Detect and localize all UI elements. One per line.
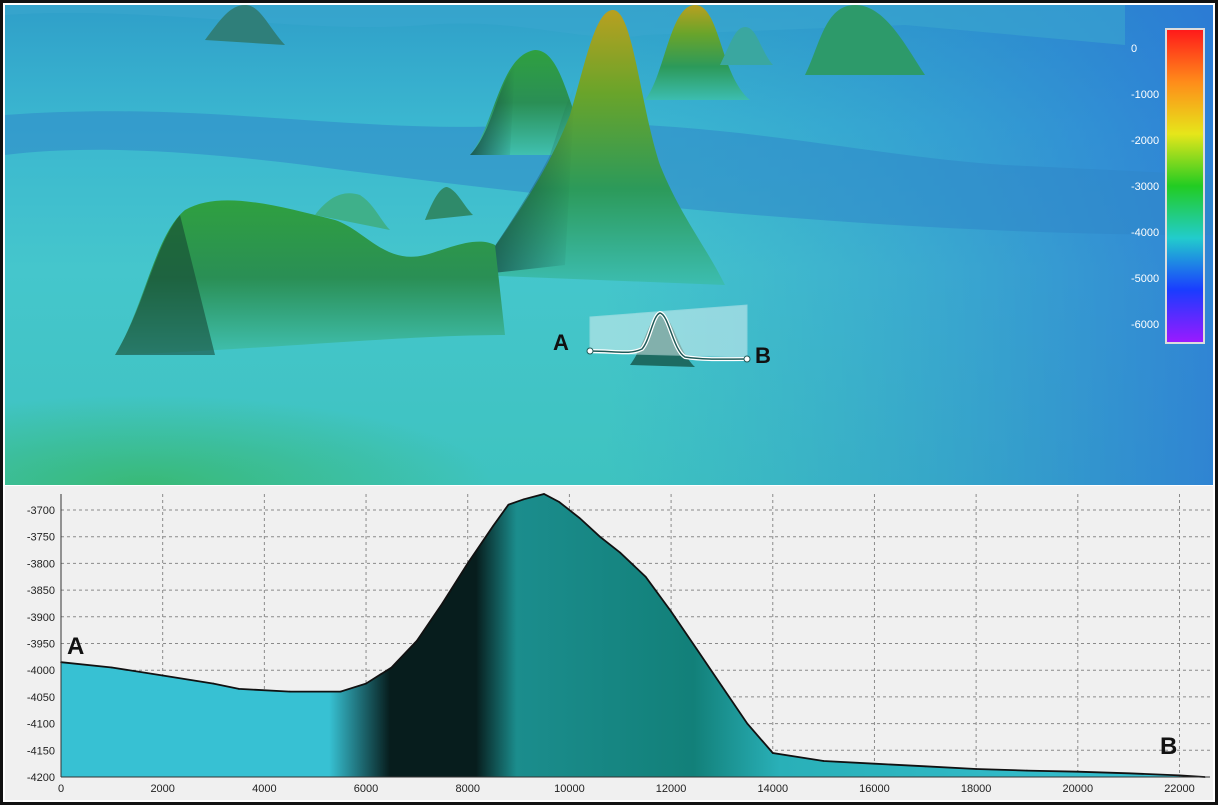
left-ridge — [115, 200, 505, 355]
x-tick-label: 0 — [58, 783, 64, 795]
profile-end-point — [743, 355, 751, 363]
profile-data-point — [771, 752, 774, 754]
y-tick-label: -3700 — [27, 505, 55, 517]
profile-data-point — [365, 682, 367, 685]
y-tick-label: -3900 — [27, 612, 55, 624]
y-tick-label: -3750 — [27, 532, 55, 544]
profile-data-point — [212, 682, 215, 685]
profile-data-point — [695, 648, 698, 650]
colorbar-tick-label: 0 — [1131, 43, 1137, 55]
profile-data-point — [507, 503, 510, 506]
marker-a-label: A — [553, 330, 569, 355]
y-axis-ticks: -3700 -3750 -3800 -3850 -3900 -3950 -4000 -4050… — [27, 505, 55, 784]
x-tick-label: 18000 — [961, 783, 992, 795]
annotation-a: A — [67, 633, 84, 660]
profile-data-point — [721, 685, 723, 688]
colorbar-tick-label: -2000 — [1131, 135, 1159, 147]
y-tick-label: -4150 — [27, 745, 55, 757]
profile-data-points — [60, 493, 1206, 778]
x-tick-label: 4000 — [252, 783, 276, 795]
colorbar-tick-label: -5000 — [1131, 273, 1159, 285]
x-tick-label: 22000 — [1164, 783, 1195, 795]
ridge-bump-2 — [425, 187, 473, 220]
profile-data-point — [1127, 772, 1130, 775]
x-tick-label: 6000 — [354, 783, 378, 795]
profile-data-point — [522, 498, 525, 501]
depth-colorbar — [1167, 30, 1203, 342]
x-axis-ticks: 0 2000 4000 6000 8000 10000 12000 14000 16000 180… — [58, 783, 1195, 795]
profile-data-point — [416, 640, 418, 642]
profile-data-point — [924, 765, 927, 768]
x-tick-label: 10000 — [554, 783, 585, 795]
y-tick-label: -4200 — [27, 772, 55, 784]
profile-data-point — [822, 760, 825, 762]
profile-data-point — [873, 762, 876, 765]
colorbar-tick-label: -1000 — [1131, 89, 1159, 101]
profile-data-point — [578, 517, 581, 519]
x-tick-label: 2000 — [150, 783, 174, 795]
profile-data-point — [1077, 770, 1079, 773]
profile-data-point — [975, 768, 977, 770]
profile-data-point — [161, 674, 164, 677]
distant-seamount-1 — [645, 5, 750, 100]
y-tick-label: -4100 — [27, 719, 55, 731]
y-tick-label: -4050 — [27, 692, 55, 704]
distant-seamount-4 — [205, 5, 285, 45]
depth-profile-chart: 0 2000 4000 6000 8000 10000 12000 14000 16000 180… — [5, 486, 1213, 800]
x-tick-label: 8000 — [455, 783, 479, 795]
x-tick-label: 14000 — [757, 783, 788, 795]
profile-data-point — [558, 501, 561, 503]
y-tick-label: -3800 — [27, 558, 55, 570]
x-tick-label: 12000 — [656, 783, 687, 795]
colorbar-tick-label: -3000 — [1131, 181, 1159, 193]
profile-data-point — [339, 690, 342, 693]
main-seamount-shadow — [475, 85, 575, 275]
profile-data-point — [441, 602, 444, 605]
y-tick-label: -3950 — [27, 639, 55, 651]
x-tick-label: 16000 — [859, 783, 890, 795]
profile-data-point — [466, 562, 469, 565]
profile-data-point — [1026, 769, 1028, 772]
profile-data-point — [238, 688, 240, 690]
profile-start-point — [586, 347, 594, 355]
profile-data-point — [543, 493, 545, 495]
y-tick-label: -4000 — [27, 665, 55, 677]
colorbar-tick-label: -4000 — [1131, 227, 1159, 239]
x-tick-label: 20000 — [1063, 783, 1094, 795]
profile-data-point — [670, 610, 672, 613]
terrain-3d-view: A B 0 -1000 -2000 -3000 -4000 -5000 -6000 — [5, 5, 1213, 485]
profile-data-point — [288, 690, 291, 693]
seamount-left-shadow — [470, 65, 515, 155]
profile-data-point — [492, 525, 494, 527]
distant-seamount-3 — [720, 27, 773, 65]
profile-data-point — [111, 666, 113, 669]
colorbar-ticks: 0 -1000 -2000 -3000 -4000 -5000 -6000 — [1131, 43, 1159, 331]
profile-line — [589, 312, 748, 360]
y-tick-label: -3850 — [27, 585, 55, 597]
profile-data-point — [644, 575, 647, 578]
left-ridge-shadow — [115, 215, 215, 355]
profile-data-point — [1178, 774, 1181, 777]
profile-data-point — [390, 666, 393, 669]
profile-data-point — [599, 535, 601, 538]
annotation-b: B — [1160, 733, 1177, 760]
colorbar-tick-label: -6000 — [1131, 319, 1159, 331]
profile-data-point — [746, 722, 749, 725]
distant-seamount-2 — [805, 5, 925, 75]
ridge-bump-1 — [315, 193, 390, 230]
marker-b-label: B — [755, 343, 771, 368]
profile-data-point — [619, 551, 622, 554]
profile-area-fill — [61, 494, 1205, 777]
